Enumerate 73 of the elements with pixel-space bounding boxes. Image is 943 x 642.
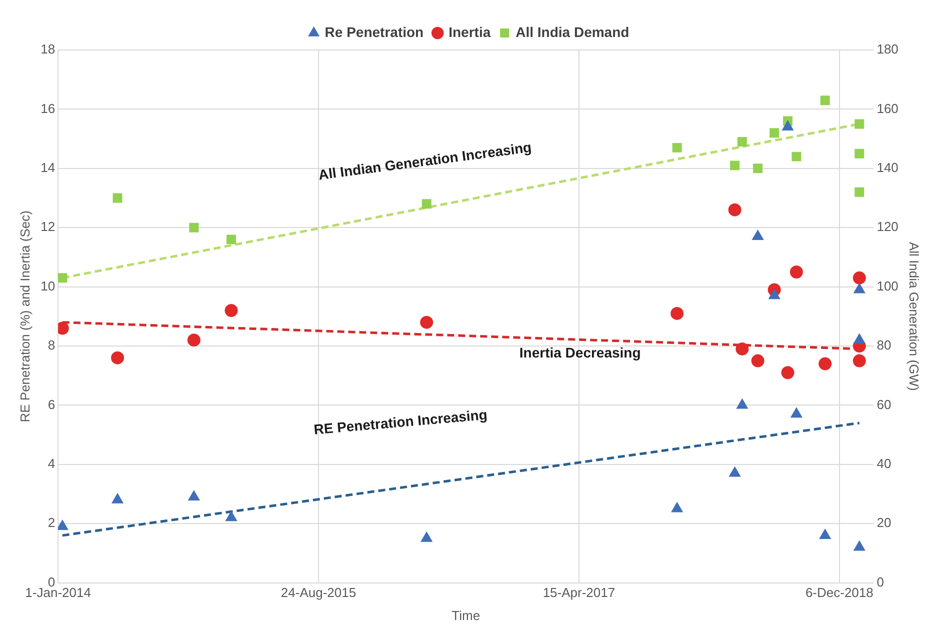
- x-axis-title: Time: [452, 608, 480, 623]
- y2-tick-label: 180: [876, 42, 898, 57]
- y-axis-title: RE Penetration (%) and Inertia (Sec): [17, 210, 32, 422]
- point: [111, 351, 124, 364]
- point: [854, 334, 866, 344]
- legend-label: All India Demand: [516, 24, 630, 40]
- y-tick-label: 18: [40, 42, 56, 57]
- point: [672, 142, 682, 152]
- point: [790, 408, 802, 418]
- point: [671, 502, 683, 512]
- point: [729, 466, 740, 477]
- y2-tick-label: 160: [876, 100, 898, 116]
- point: [670, 306, 684, 320]
- point: [854, 119, 864, 129]
- y2-tick-label: 20: [876, 515, 892, 530]
- point: [58, 273, 68, 283]
- point: [736, 398, 748, 409]
- point: [854, 283, 866, 294]
- y-tick-label: 10: [40, 278, 56, 294]
- y-tick-label: 2: [48, 515, 56, 530]
- x-tick-label: 6-Dec-2018: [805, 585, 874, 600]
- y-tick-label: 14: [40, 160, 56, 175]
- y2-tick-label: 0: [876, 574, 884, 590]
- annotation: RE Penetration Increasing: [313, 406, 488, 438]
- point: [818, 357, 832, 370]
- point: [737, 137, 747, 147]
- y-tick-label: 4: [48, 456, 56, 471]
- legend-label: Re Penetration: [324, 24, 424, 40]
- point: [736, 342, 749, 356]
- point: [189, 222, 199, 232]
- x-tick-label: 24-Aug-2015: [280, 585, 356, 600]
- point: [790, 266, 803, 278]
- point: [854, 540, 866, 551]
- point: [422, 199, 432, 209]
- point: [728, 203, 742, 216]
- y2-tick-label: 100: [876, 278, 898, 294]
- point: [770, 128, 780, 138]
- y2-tick-label: 60: [876, 396, 892, 412]
- point: [753, 164, 763, 174]
- point: [781, 366, 794, 380]
- point: [792, 152, 802, 162]
- y2-tick-label: 40: [876, 456, 892, 471]
- annotation: Inertia Decreasing: [519, 344, 641, 361]
- y2-tick-label: 80: [876, 338, 892, 353]
- point: [852, 354, 866, 368]
- y-tick-label: 8: [48, 338, 56, 353]
- y2-tick-label: 120: [876, 219, 898, 234]
- point: [420, 532, 432, 542]
- point: [730, 160, 740, 170]
- point: [58, 520, 68, 530]
- point: [751, 354, 764, 368]
- legend-label: Inertia: [448, 24, 491, 40]
- point: [420, 316, 434, 329]
- point: [187, 334, 200, 347]
- point: [112, 493, 124, 504]
- point: [854, 187, 864, 197]
- y-tick-label: 6: [48, 396, 56, 412]
- point: [188, 490, 200, 500]
- x-tick-label: 15-Apr-2017: [542, 585, 616, 600]
- y-tick-label: 12: [40, 219, 56, 234]
- y2-axis-title: All India Generation (GW): [906, 242, 922, 391]
- y2-tick-label: 140: [876, 160, 898, 175]
- annotation: All Indian Generation Increasing: [317, 138, 532, 183]
- y-tick-label: 16: [40, 100, 56, 116]
- point: [768, 289, 780, 300]
- point: [226, 511, 237, 522]
- point: [820, 96, 830, 106]
- point: [819, 528, 831, 539]
- point: [852, 271, 866, 284]
- point: [854, 148, 864, 158]
- point: [226, 234, 236, 244]
- point: [112, 193, 122, 203]
- point: [224, 304, 238, 317]
